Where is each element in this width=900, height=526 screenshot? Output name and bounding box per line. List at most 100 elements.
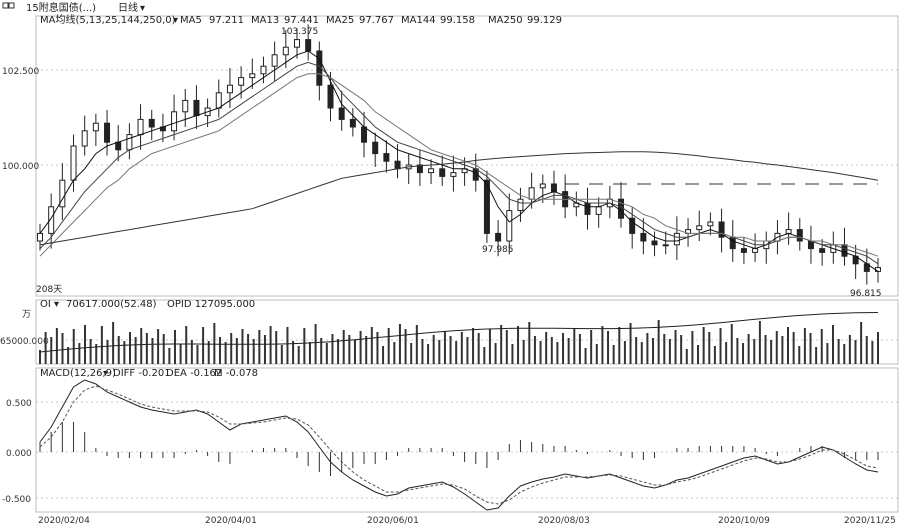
candle bbox=[696, 210, 703, 241]
candle bbox=[182, 89, 189, 127]
candle bbox=[81, 115, 88, 156]
macd-dea-value: DEA -0.162 bbox=[166, 368, 222, 379]
candle bbox=[383, 140, 390, 173]
candle bbox=[282, 30, 289, 69]
candle bbox=[852, 244, 859, 279]
ma144-value: 99.158 bbox=[440, 15, 475, 26]
candle bbox=[59, 163, 66, 221]
candle bbox=[640, 218, 647, 255]
candle bbox=[349, 108, 356, 137]
ma13-label: MA13 bbox=[251, 15, 279, 26]
candle bbox=[104, 109, 111, 156]
candle bbox=[338, 90, 345, 131]
high-annotation: 103.375 bbox=[281, 27, 318, 37]
candle bbox=[841, 227, 848, 266]
macd-diff-line bbox=[39, 379, 879, 511]
candle bbox=[260, 56, 267, 84]
ma13-value: 97.441 bbox=[284, 15, 319, 26]
candle bbox=[48, 193, 55, 249]
candle bbox=[428, 159, 435, 184]
ma-legend: MA均线(5,13,25,144,250,0) ▾ MA5 97.211 MA1… bbox=[40, 13, 562, 26]
date-label-1: 2020/02/04 bbox=[38, 516, 90, 526]
candle bbox=[126, 123, 133, 160]
date-label-3: 2020/06/01 bbox=[367, 516, 419, 526]
candle bbox=[718, 208, 725, 253]
mid-low-annotation: 97.985 bbox=[482, 245, 514, 255]
layout-icon[interactable] bbox=[2, 2, 15, 9]
opid-value: OPID 127095.000 bbox=[167, 299, 255, 310]
macd-m-value: M -0.078 bbox=[214, 368, 258, 379]
date-axis: 2020/02/04 2020/04/01 2020/06/01 2020/08… bbox=[38, 516, 896, 526]
price-panel[interactable]: 102.500 100.000 MA均线(5,13,25,144,250,0) … bbox=[2, 13, 899, 299]
macd-dea-line bbox=[39, 385, 879, 505]
open-interest-line bbox=[39, 312, 879, 353]
candle bbox=[226, 68, 233, 108]
candle bbox=[193, 85, 200, 129]
ma25-label: MA25 bbox=[326, 15, 354, 26]
candle bbox=[595, 197, 602, 228]
candle bbox=[763, 231, 770, 264]
ma-line-ma5 bbox=[39, 50, 879, 272]
candle bbox=[673, 216, 680, 260]
candle bbox=[618, 182, 625, 228]
candle bbox=[361, 111, 368, 158]
candle bbox=[148, 109, 155, 141]
candle bbox=[171, 94, 178, 141]
candle bbox=[439, 155, 446, 186]
candle bbox=[651, 231, 658, 257]
volume-unit: 万 bbox=[22, 310, 31, 320]
macd-title[interactable]: MACD(12,26,9) bbox=[40, 368, 116, 379]
candle bbox=[293, 28, 300, 59]
candle bbox=[517, 187, 524, 222]
candle bbox=[819, 239, 826, 266]
ma250-label: MA250 bbox=[488, 15, 523, 26]
macd-diff-value: DIFF -0.201 bbox=[113, 368, 171, 379]
candle bbox=[807, 225, 814, 264]
volume-bars bbox=[39, 320, 879, 364]
price-tick-102500: 102.500 bbox=[2, 67, 39, 77]
ma-legend-title[interactable]: MA均线(5,13,25,144,250,0) bbox=[40, 13, 176, 26]
volume-level-tick: 65000.000 bbox=[0, 337, 49, 347]
bar-count-label: 208天 bbox=[36, 285, 62, 295]
candle bbox=[215, 79, 222, 118]
ma-legend-caret[interactable]: ▾ bbox=[173, 15, 178, 26]
volume-title[interactable]: OI bbox=[40, 299, 51, 310]
macd-tick-neg050: -0.500 bbox=[2, 495, 31, 505]
candle bbox=[271, 41, 278, 82]
candle bbox=[550, 170, 557, 205]
candle bbox=[137, 104, 144, 150]
period-dropdown-icon[interactable]: ▾ bbox=[140, 3, 145, 14]
low-annotation: 96.815 bbox=[850, 289, 882, 299]
symbol-label[interactable]: 15附息国债(...) bbox=[26, 1, 96, 14]
candle bbox=[707, 212, 714, 236]
candle bbox=[539, 174, 546, 203]
ma-line-ma25 bbox=[39, 73, 879, 257]
macd-panel[interactable]: MACD(12,26,9) ▾ DIFF -0.201 DEA -0.162 M… bbox=[2, 367, 899, 513]
ma-lines bbox=[39, 50, 879, 272]
candle bbox=[584, 187, 591, 230]
ma-line-ma13 bbox=[39, 61, 879, 265]
ma-line-ma144 bbox=[39, 151, 879, 246]
candle bbox=[495, 220, 502, 257]
macd-caret[interactable]: ▾ bbox=[103, 368, 108, 379]
period-selector[interactable]: 日线 bbox=[118, 1, 138, 14]
macd-tick-000: 0.000 bbox=[6, 449, 32, 459]
date-label-2: 2020/04/01 bbox=[205, 516, 257, 526]
candle bbox=[506, 193, 513, 255]
candle bbox=[92, 113, 99, 146]
candle bbox=[416, 149, 423, 186]
date-label-5: 2020/10/09 bbox=[718, 516, 770, 526]
candle bbox=[606, 185, 613, 219]
volume-caret[interactable]: ▾ bbox=[54, 299, 59, 310]
candle bbox=[327, 71, 334, 122]
ma25-value: 97.767 bbox=[359, 15, 394, 26]
candle bbox=[483, 170, 490, 243]
date-label-4: 2020/08/03 bbox=[538, 516, 590, 526]
volume-panel[interactable]: OI ▾ 70617.000(52.48) OPID 127095.000 万 … bbox=[0, 299, 899, 365]
candle bbox=[372, 132, 379, 167]
candle bbox=[785, 212, 792, 245]
candle bbox=[662, 231, 669, 255]
candle bbox=[249, 58, 256, 89]
candle bbox=[316, 41, 323, 101]
